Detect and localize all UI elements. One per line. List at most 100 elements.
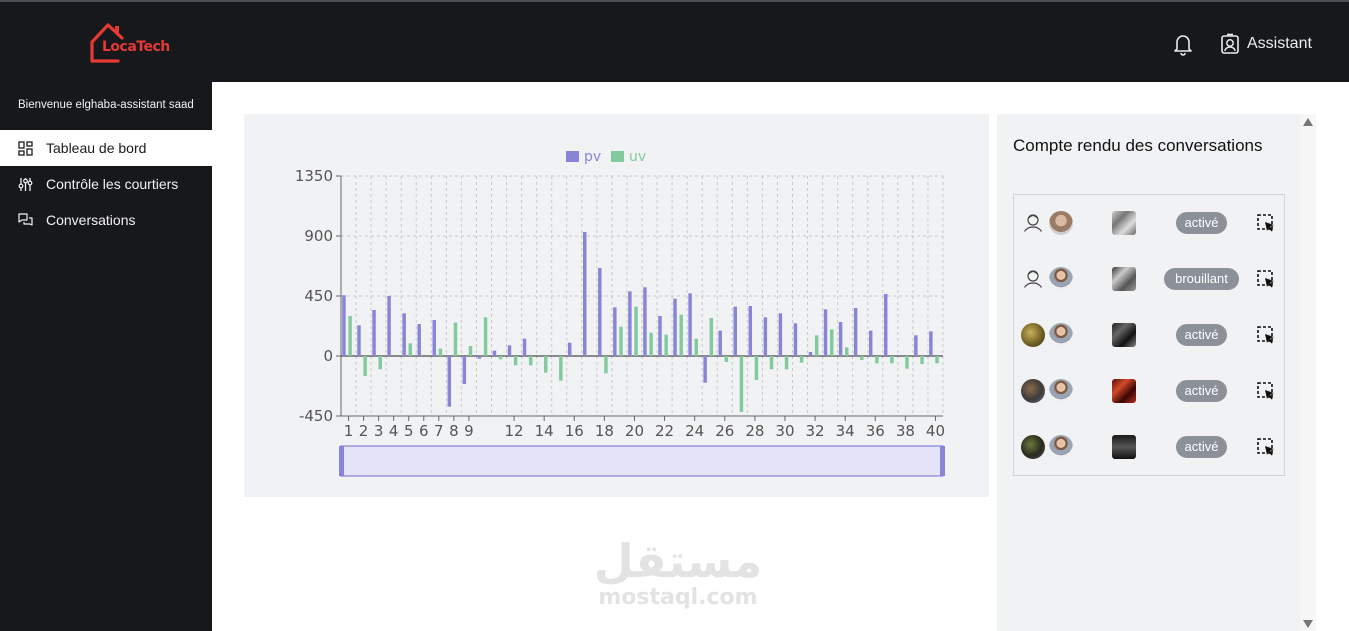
y-tick-label: 1350: [295, 167, 333, 185]
bar-pv: [853, 308, 858, 356]
bar-pv: [447, 356, 452, 407]
bar-pv: [492, 350, 497, 356]
bar-pv: [929, 331, 933, 356]
watermark-arabic: مستقل: [593, 534, 763, 588]
bar-pv: [507, 345, 512, 356]
bar-pv: [838, 322, 843, 356]
list-item[interactable]: activé: [1014, 307, 1284, 363]
legend-label-uv: uv: [629, 149, 646, 165]
bar-uv: [468, 346, 473, 356]
list-item[interactable]: activé: [1014, 363, 1284, 419]
bar-pv: [808, 352, 813, 356]
sidebar: Bienvenue elghaba-assistant saad Tableau…: [0, 82, 212, 631]
bar-pv: [763, 317, 768, 356]
avatar: [1021, 435, 1045, 459]
bar-uv: [769, 356, 774, 370]
list-item[interactable]: activé: [1014, 419, 1284, 475]
y-tick-label: -450: [299, 407, 333, 425]
bar-pv: [598, 268, 602, 356]
bar-pv: [462, 356, 467, 384]
scrollbar[interactable]: [1300, 114, 1316, 631]
status-badge: brouillant: [1164, 268, 1239, 290]
select-pointer-icon[interactable]: [1256, 325, 1276, 345]
bar-pv: [733, 306, 737, 356]
x-tick-label: 9: [464, 422, 474, 440]
assistant-label: Assistant: [1247, 35, 1312, 52]
bar-uv: [408, 343, 413, 356]
agent-avatar: [1049, 379, 1073, 403]
locatech-logo[interactable]: LocaTech: [88, 20, 172, 66]
bar-uv: [694, 338, 698, 356]
x-tick-label: 36: [866, 422, 885, 440]
select-pointer-icon[interactable]: [1256, 437, 1276, 457]
logo-text: LocaTech: [102, 39, 170, 55]
sidebar-item-dashboard[interactable]: Tableau de bord: [0, 130, 212, 166]
scroll-down-arrow-icon[interactable]: [1303, 620, 1313, 628]
bar-pv: [718, 330, 722, 356]
x-tick-label: 4: [389, 422, 399, 440]
bar-pv: [402, 313, 406, 356]
bar-uv: [829, 329, 834, 356]
bar-uv: [498, 356, 503, 360]
list-item[interactable]: activé: [1014, 195, 1284, 251]
bar-pv: [613, 307, 617, 356]
bar-pv: [477, 356, 482, 359]
bar-uv: [875, 356, 879, 364]
bar-uv: [453, 322, 458, 356]
user-outline-icon: [1023, 214, 1043, 235]
sidebar-item-brokers[interactable]: Contrôle les courtiers: [0, 166, 212, 202]
bar-pv: [868, 330, 873, 356]
brush-slider: [340, 445, 944, 477]
bar-uv: [649, 332, 653, 356]
sidebar-item-label: Conversations: [46, 212, 136, 228]
sidebar-item-conversations[interactable]: Conversations: [0, 202, 212, 238]
y-tick-label: 450: [304, 287, 333, 305]
assistant-menu[interactable]: Assistant: [1220, 32, 1312, 56]
bar-uv: [363, 356, 367, 376]
bar-uv: [799, 356, 804, 363]
bar-pv: [914, 335, 918, 356]
bar-uv: [544, 356, 548, 373]
brush-handle-left[interactable]: [339, 446, 344, 476]
avatar: [1021, 379, 1045, 403]
bar-uv: [438, 348, 443, 356]
bar-uv: [739, 356, 744, 412]
top-bar: LocaTech Assistant: [0, 0, 1349, 82]
legend-swatch-uv: [611, 151, 624, 162]
bar-pv: [688, 293, 692, 356]
brush-handle-right[interactable]: [940, 446, 945, 476]
bar-uv: [483, 317, 488, 356]
bar-uv: [905, 356, 909, 369]
bar-pv: [357, 325, 361, 356]
conversation-list: activé brouillant activé: [1013, 194, 1285, 476]
bar-pv: [703, 356, 707, 383]
list-item[interactable]: brouillant: [1014, 251, 1284, 307]
property-thumbnail: [1112, 267, 1136, 291]
legend-swatch-pv: [566, 151, 579, 162]
notifications-button[interactable]: [1172, 32, 1194, 56]
select-pointer-icon[interactable]: [1256, 269, 1276, 289]
bar-uv: [619, 326, 623, 356]
avatar: [1021, 323, 1045, 347]
sliders-icon: [18, 177, 33, 191]
agent-avatar: [1049, 267, 1073, 291]
dashboard-grid-icon: [18, 140, 33, 156]
bar-uv: [559, 356, 563, 381]
sidebar-item-label: Contrôle les courtiers: [46, 176, 179, 192]
y-tick-label: 900: [304, 227, 333, 245]
bar-pv: [342, 295, 346, 356]
bar-uv: [348, 316, 352, 356]
x-tick-label: 14: [535, 422, 554, 440]
bar-uv: [634, 306, 638, 356]
bar-pv: [884, 294, 888, 356]
select-pointer-icon[interactable]: [1256, 213, 1276, 233]
x-tick-label: 26: [715, 422, 734, 440]
scroll-up-arrow-icon[interactable]: [1303, 118, 1313, 126]
x-tick-label: 1: [344, 422, 354, 440]
x-tick-label: 6: [419, 422, 429, 440]
x-tick-label: 12: [505, 422, 524, 440]
select-pointer-icon[interactable]: [1256, 381, 1276, 401]
x-tick-label: 20: [625, 422, 644, 440]
bar-pv: [432, 320, 436, 356]
